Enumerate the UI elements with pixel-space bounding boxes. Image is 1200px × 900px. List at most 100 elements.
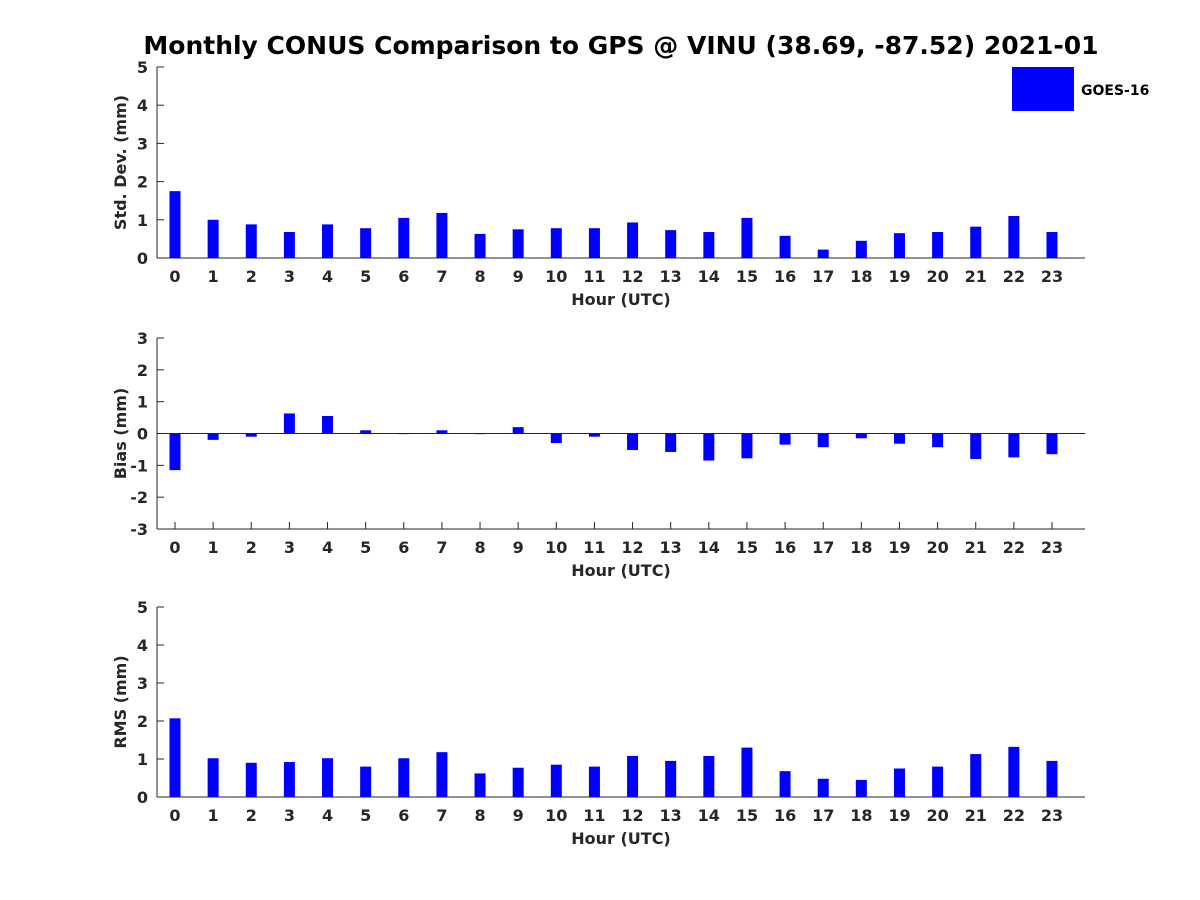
bar <box>207 433 219 440</box>
x-tick-label: 11 <box>583 806 605 825</box>
x-tick-label: 14 <box>698 267 720 286</box>
bar <box>436 212 448 258</box>
bar <box>436 430 448 434</box>
x-tick-label: 14 <box>698 538 720 557</box>
bar <box>398 433 410 435</box>
bar <box>474 773 486 797</box>
bar <box>588 766 600 797</box>
bar <box>283 232 295 258</box>
bar <box>207 219 219 258</box>
y-tick-label: 1 <box>137 211 148 230</box>
bar <box>665 433 677 452</box>
x-tick-label: 20 <box>926 806 948 825</box>
y-tick-label: 1 <box>137 393 148 412</box>
bar <box>1008 433 1020 458</box>
bar <box>322 224 334 258</box>
y-tick-label: 3 <box>137 674 148 693</box>
x-tick-label: 1 <box>208 806 219 825</box>
bar <box>932 433 944 448</box>
bar <box>855 779 867 797</box>
y-tick-label: -2 <box>130 488 148 507</box>
y-tick-label: -1 <box>130 456 148 475</box>
bar <box>245 433 257 437</box>
x-tick-label: 17 <box>812 267 834 286</box>
bar <box>283 413 295 434</box>
x-tick-label: 13 <box>660 806 682 825</box>
bar <box>627 222 639 258</box>
bar <box>741 747 753 797</box>
bar <box>436 752 448 797</box>
x-tick-label: 16 <box>774 806 796 825</box>
x-tick-label: 4 <box>322 267 333 286</box>
bar <box>893 433 905 444</box>
x-tick-label: 9 <box>513 267 524 286</box>
bar <box>817 433 829 448</box>
x-tick-label: 2 <box>246 806 257 825</box>
bar <box>588 433 600 437</box>
x-tick-label: 5 <box>360 806 371 825</box>
y-tick-label: 4 <box>137 636 148 655</box>
x-tick-label: 21 <box>965 806 987 825</box>
bar <box>703 755 715 797</box>
bar <box>932 766 944 797</box>
y-tick-label: 5 <box>137 598 148 617</box>
x-tick-label: 7 <box>436 538 447 557</box>
bar <box>322 758 334 797</box>
bar <box>627 755 639 797</box>
y-tick-label: 0 <box>137 425 148 444</box>
bar <box>779 433 791 445</box>
x-tick-label: 6 <box>398 267 409 286</box>
x-tick-label: 19 <box>888 538 910 557</box>
bar <box>970 226 982 258</box>
x-axis-label: Hour (UTC) <box>571 829 671 848</box>
bar <box>474 233 486 258</box>
y-tick-label: 3 <box>137 329 148 348</box>
bar <box>817 249 829 258</box>
bar <box>283 762 295 797</box>
y-tick-label: 2 <box>137 361 148 380</box>
bar <box>360 766 372 797</box>
bar <box>855 240 867 258</box>
x-tick-label: 15 <box>736 538 758 557</box>
x-tick-label: 10 <box>545 538 567 557</box>
x-tick-label: 5 <box>360 538 371 557</box>
bar <box>322 415 334 434</box>
x-tick-label: 14 <box>698 806 720 825</box>
bar <box>245 224 257 258</box>
x-tick-label: 8 <box>474 267 485 286</box>
x-tick-label: 3 <box>284 538 295 557</box>
y-axis-label: Bias (mm) <box>111 388 130 480</box>
x-axis-label: Hour (UTC) <box>571 290 671 309</box>
x-tick-label: 7 <box>436 806 447 825</box>
x-tick-label: 1 <box>208 538 219 557</box>
x-tick-label: 2 <box>246 267 257 286</box>
y-tick-label: -3 <box>130 520 148 539</box>
bar <box>360 430 372 434</box>
x-tick-label: 22 <box>1003 806 1025 825</box>
bar <box>169 433 181 471</box>
bar <box>703 433 715 461</box>
x-tick-label: 22 <box>1003 538 1025 557</box>
y-axis-label: RMS (mm) <box>111 655 130 748</box>
x-tick-label: 3 <box>284 267 295 286</box>
bar <box>932 232 944 258</box>
bar <box>741 217 753 258</box>
bar <box>207 758 219 797</box>
y-tick-label: 4 <box>137 96 148 115</box>
x-tick-label: 19 <box>888 806 910 825</box>
x-axis-label: Hour (UTC) <box>571 561 671 580</box>
x-tick-label: 13 <box>660 538 682 557</box>
bar <box>512 427 524 434</box>
x-tick-label: 23 <box>1041 806 1063 825</box>
bar <box>627 433 639 451</box>
bar <box>855 433 867 439</box>
bar <box>970 754 982 797</box>
y-tick-label: 3 <box>137 134 148 153</box>
x-tick-label: 16 <box>774 267 796 286</box>
bar <box>893 233 905 258</box>
x-tick-label: 0 <box>169 267 180 286</box>
chart-title: Monthly CONUS Comparison to GPS @ VINU (… <box>143 31 1098 60</box>
x-tick-label: 18 <box>850 538 872 557</box>
x-tick-label: 21 <box>965 267 987 286</box>
x-tick-label: 13 <box>660 267 682 286</box>
